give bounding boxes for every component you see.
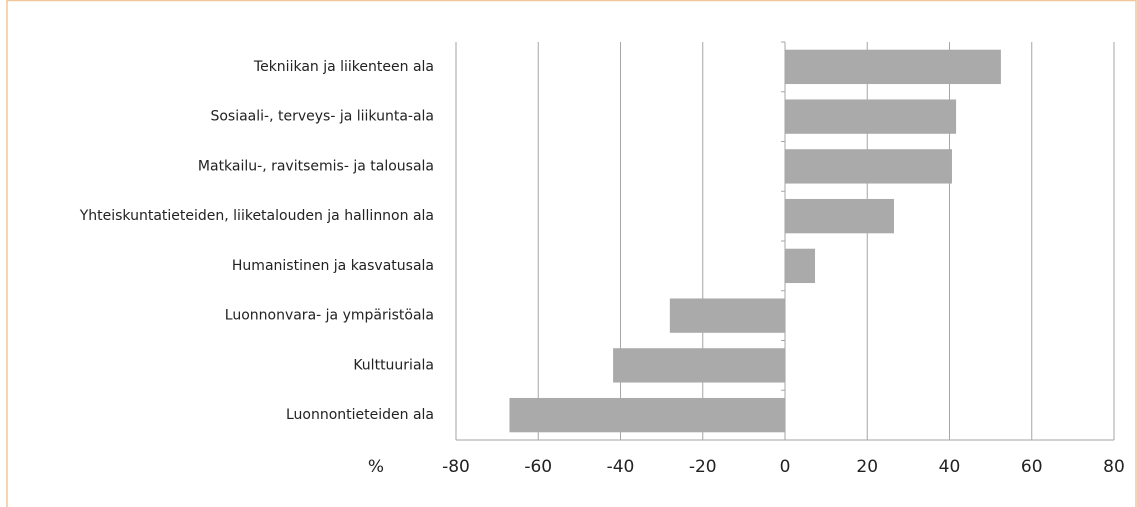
frame (6, 0, 1137, 507)
y-tick-label: Kulttuuriala (353, 357, 434, 373)
y-tick-label: Luonnontieteiden ala (286, 407, 434, 423)
bar (509, 397, 785, 433)
bar (613, 348, 785, 383)
x-tick-label: -40 (607, 457, 635, 477)
x-tick-label: 20 (856, 457, 878, 477)
y-tick-label: Luonnonvara- ja ympäristöala (225, 308, 434, 324)
bar (785, 248, 816, 284)
bar (785, 198, 894, 234)
x-tick-label: 40 (939, 457, 961, 477)
y-tick-label: Tekniikan ja liikenteen ala (253, 59, 434, 75)
y-tick-label: Humanistinen ja kasvatusala (232, 258, 434, 274)
x-axis-label: % (368, 457, 384, 477)
y-tick-label: Sosiaali-, terveys- ja liikunta-ala (210, 109, 434, 125)
bar (669, 298, 785, 333)
x-tick-label: 0 (780, 457, 791, 477)
bar (785, 149, 952, 184)
y-tick-label: Matkailu-, ravitsemis- ja talousala (198, 158, 434, 174)
x-tick-label: -60 (524, 457, 552, 477)
bar (785, 49, 1001, 85)
x-tick-label: 60 (1021, 457, 1043, 477)
bar (785, 99, 957, 134)
x-tick-label: 80 (1103, 457, 1125, 477)
y-tick-label: Yhteiskuntatieteiden, liiketalouden ja h… (79, 208, 434, 224)
x-tick-label: -20 (689, 457, 717, 477)
x-tick-label: -80 (442, 457, 470, 477)
